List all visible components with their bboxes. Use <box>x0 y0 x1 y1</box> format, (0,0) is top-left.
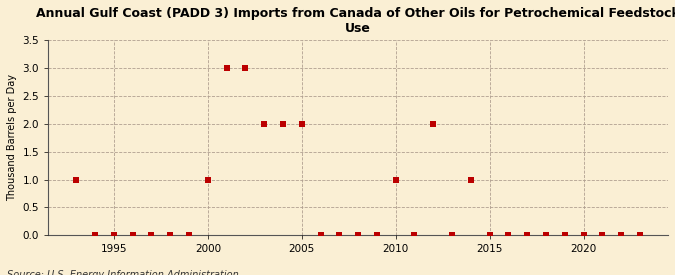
Point <box>616 233 626 238</box>
Point <box>277 122 288 126</box>
Point <box>146 233 157 238</box>
Point <box>560 233 570 238</box>
Point <box>578 233 589 238</box>
Point <box>484 233 495 238</box>
Point <box>202 177 213 182</box>
Text: Source: U.S. Energy Information Administration: Source: U.S. Energy Information Administ… <box>7 271 238 275</box>
Point <box>409 233 420 238</box>
Point <box>315 233 326 238</box>
Point <box>184 233 194 238</box>
Point <box>259 122 269 126</box>
Point <box>165 233 176 238</box>
Point <box>522 233 533 238</box>
Point <box>240 66 251 70</box>
Point <box>296 122 307 126</box>
Title: Annual Gulf Coast (PADD 3) Imports from Canada of Other Oils for Petrochemical F: Annual Gulf Coast (PADD 3) Imports from … <box>36 7 675 35</box>
Point <box>466 177 477 182</box>
Point <box>634 233 645 238</box>
Point <box>371 233 382 238</box>
Point <box>541 233 551 238</box>
Point <box>503 233 514 238</box>
Y-axis label: Thousand Barrels per Day: Thousand Barrels per Day <box>7 74 17 201</box>
Point <box>597 233 608 238</box>
Point <box>109 233 119 238</box>
Point <box>447 233 458 238</box>
Point <box>353 233 364 238</box>
Point <box>390 177 401 182</box>
Point <box>428 122 439 126</box>
Point <box>334 233 345 238</box>
Point <box>128 233 138 238</box>
Point <box>71 177 82 182</box>
Point <box>221 66 232 70</box>
Point <box>90 233 101 238</box>
